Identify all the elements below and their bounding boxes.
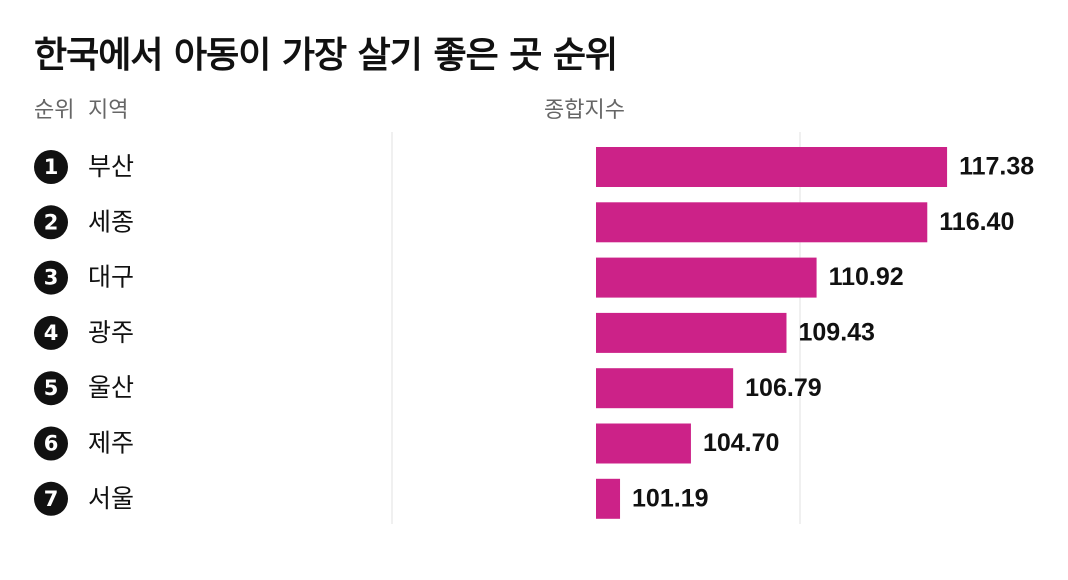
chart-title: 한국에서 아동이 가장 살기 좋은 곳 순위 <box>34 35 618 76</box>
value-label: 106.79 <box>745 374 821 402</box>
grid-lines <box>391 132 801 524</box>
bar <box>596 478 621 519</box>
region-label: 세종 <box>88 207 134 236</box>
rank-badge <box>34 481 68 516</box>
bar <box>596 202 928 243</box>
chart-rows: 1 부산 117.38 2 세종 116.40 3 대구 110.92 4 광주 109.43 5 울산 1… <box>34 147 1034 519</box>
rank-badge <box>34 205 68 240</box>
rank-badge <box>34 426 68 461</box>
rank-number: 1 <box>44 155 59 179</box>
region-label: 울산 <box>88 373 134 402</box>
value-label: 101.19 <box>632 484 708 512</box>
rank-number: 2 <box>44 210 59 234</box>
value-label: 110.92 <box>829 263 904 291</box>
bar-row: 5 울산 106.79 <box>34 368 822 409</box>
rank-number: 4 <box>44 321 59 345</box>
value-label: 104.70 <box>703 429 779 457</box>
index-column-header: 종합지수 <box>544 98 625 123</box>
bar-row: 7 서울 101.19 <box>34 478 709 519</box>
value-label: 117.38 <box>959 153 1034 181</box>
bar <box>596 147 948 187</box>
rank-number: 3 <box>44 266 59 290</box>
bar-row: 4 광주 109.43 <box>34 312 875 353</box>
region-label: 제주 <box>88 429 134 458</box>
bar <box>596 312 787 353</box>
bar-row: 6 제주 104.70 <box>34 423 779 464</box>
rank-badge <box>34 260 68 295</box>
bar-row: 2 세종 116.40 <box>34 202 1014 243</box>
rank-badge <box>34 315 68 350</box>
region-label: 대구 <box>88 263 134 292</box>
rank-number: 5 <box>44 376 59 400</box>
rank-column-header: 순위 <box>34 98 75 123</box>
bar-row: 3 대구 110.92 <box>34 257 904 298</box>
bar <box>596 368 734 409</box>
bar-row: 1 부산 117.38 <box>34 147 1034 187</box>
region-label: 부산 <box>88 152 134 181</box>
bar <box>596 257 817 298</box>
region-label: 서울 <box>88 484 134 513</box>
rank-badge <box>34 371 68 406</box>
rank-number: 7 <box>44 487 59 511</box>
value-label: 109.43 <box>798 319 874 347</box>
region-column-header: 지역 <box>88 98 129 123</box>
bar <box>596 423 691 464</box>
rank-number: 6 <box>44 432 59 456</box>
region-label: 광주 <box>88 318 134 347</box>
value-label: 116.40 <box>939 208 1014 236</box>
rank-badge <box>34 150 68 184</box>
